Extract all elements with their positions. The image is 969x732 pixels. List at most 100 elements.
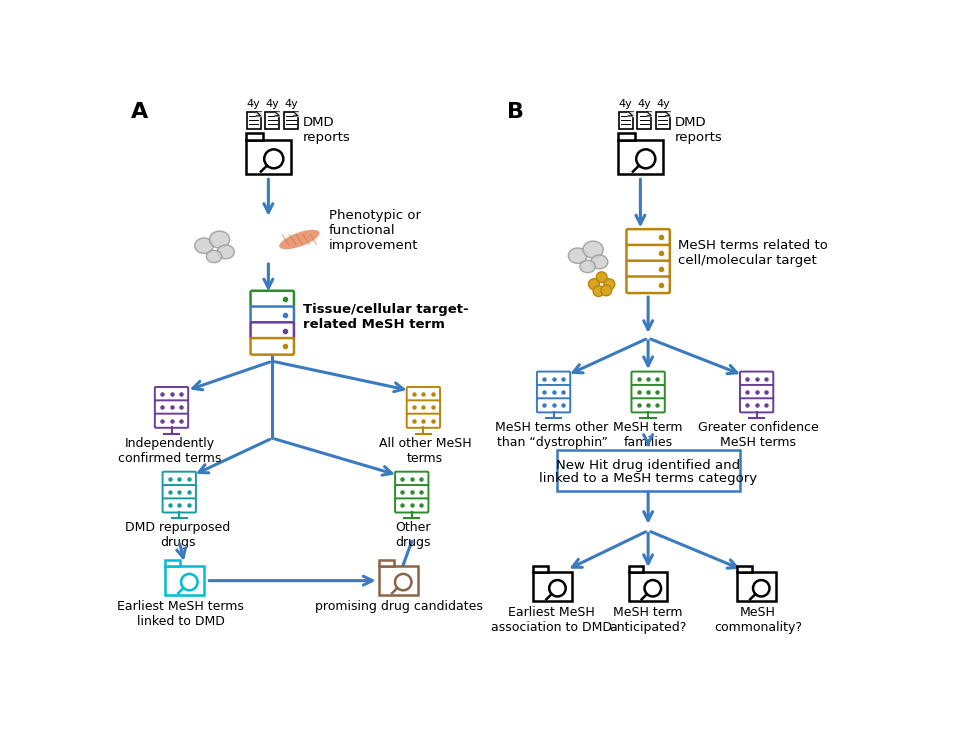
FancyBboxPatch shape <box>626 229 670 246</box>
Text: 4y: 4y <box>247 99 261 108</box>
FancyBboxPatch shape <box>163 485 196 499</box>
FancyBboxPatch shape <box>155 414 188 427</box>
FancyBboxPatch shape <box>537 398 570 412</box>
Circle shape <box>588 279 599 290</box>
FancyBboxPatch shape <box>406 386 441 429</box>
FancyBboxPatch shape <box>407 400 440 414</box>
Polygon shape <box>629 112 633 116</box>
Text: Tissue/cellular target-
related MeSH term: Tissue/cellular target- related MeSH ter… <box>303 303 469 332</box>
Text: New Hit drug identified and: New Hit drug identified and <box>556 460 740 472</box>
Polygon shape <box>294 112 297 116</box>
Text: linked to a MeSH terms category: linked to a MeSH terms category <box>539 471 757 485</box>
FancyBboxPatch shape <box>626 245 670 261</box>
FancyBboxPatch shape <box>395 498 428 512</box>
FancyBboxPatch shape <box>740 372 773 386</box>
FancyBboxPatch shape <box>251 307 294 323</box>
FancyBboxPatch shape <box>251 322 294 339</box>
Circle shape <box>604 279 614 290</box>
Text: 4y: 4y <box>619 99 633 108</box>
Circle shape <box>593 285 604 296</box>
Text: DMD repurposed
drugs: DMD repurposed drugs <box>125 521 231 549</box>
FancyBboxPatch shape <box>394 471 429 514</box>
FancyBboxPatch shape <box>537 372 570 386</box>
FancyBboxPatch shape <box>626 261 670 277</box>
FancyBboxPatch shape <box>656 112 670 129</box>
Text: DMD
reports: DMD reports <box>303 116 351 144</box>
Ellipse shape <box>583 241 603 258</box>
Text: MeSH
commonality?: MeSH commonality? <box>714 606 802 634</box>
FancyBboxPatch shape <box>740 398 773 412</box>
Text: Greater confidence
MeSH terms: Greater confidence MeSH terms <box>698 421 819 449</box>
FancyBboxPatch shape <box>638 112 651 129</box>
Text: MeSH terms other
than “dystrophin”: MeSH terms other than “dystrophin” <box>495 421 609 449</box>
FancyBboxPatch shape <box>379 566 418 595</box>
FancyBboxPatch shape <box>618 141 663 174</box>
FancyBboxPatch shape <box>632 398 665 412</box>
FancyBboxPatch shape <box>251 291 294 307</box>
Ellipse shape <box>279 230 320 250</box>
Text: Earliest MeSH terms
linked to DMD: Earliest MeSH terms linked to DMD <box>117 600 244 628</box>
Text: 4y: 4y <box>638 99 651 108</box>
Circle shape <box>596 272 607 283</box>
FancyBboxPatch shape <box>533 567 548 572</box>
Ellipse shape <box>206 250 222 263</box>
Text: Phenotypic or
functional
improvement: Phenotypic or functional improvement <box>328 209 421 252</box>
Text: MeSH term
families: MeSH term families <box>613 421 683 449</box>
Text: Other
drugs: Other drugs <box>395 521 431 549</box>
Text: Earliest MeSH
association to DMD: Earliest MeSH association to DMD <box>490 606 611 634</box>
Polygon shape <box>647 112 651 116</box>
FancyBboxPatch shape <box>739 370 773 414</box>
Ellipse shape <box>217 245 234 259</box>
Circle shape <box>601 285 611 296</box>
Text: 4y: 4y <box>656 99 670 108</box>
FancyBboxPatch shape <box>154 386 189 429</box>
Ellipse shape <box>195 238 213 253</box>
Ellipse shape <box>209 231 230 248</box>
Text: MeSH term
anticipated?: MeSH term anticipated? <box>610 606 687 634</box>
FancyBboxPatch shape <box>379 560 394 566</box>
FancyBboxPatch shape <box>737 567 752 572</box>
FancyBboxPatch shape <box>631 370 665 414</box>
FancyBboxPatch shape <box>162 471 197 514</box>
Text: B: B <box>507 102 524 122</box>
Text: A: A <box>131 102 147 122</box>
FancyBboxPatch shape <box>166 560 180 566</box>
FancyBboxPatch shape <box>250 289 295 356</box>
Polygon shape <box>666 112 670 116</box>
FancyBboxPatch shape <box>537 385 570 399</box>
FancyBboxPatch shape <box>166 566 204 595</box>
FancyBboxPatch shape <box>618 112 633 129</box>
FancyBboxPatch shape <box>246 133 263 141</box>
FancyBboxPatch shape <box>629 572 668 602</box>
Text: promising drug candidates: promising drug candidates <box>315 600 483 613</box>
FancyBboxPatch shape <box>251 338 294 354</box>
FancyBboxPatch shape <box>395 471 428 486</box>
FancyBboxPatch shape <box>618 133 635 141</box>
FancyBboxPatch shape <box>556 449 739 491</box>
FancyBboxPatch shape <box>533 572 572 602</box>
Text: MeSH terms related to
cell/molecular target: MeSH terms related to cell/molecular tar… <box>677 239 828 267</box>
Text: DMD
reports: DMD reports <box>675 116 723 144</box>
FancyBboxPatch shape <box>740 385 773 399</box>
FancyBboxPatch shape <box>407 387 440 401</box>
Text: All other MeSH
terms: All other MeSH terms <box>379 437 471 465</box>
FancyBboxPatch shape <box>632 372 665 386</box>
FancyBboxPatch shape <box>163 471 196 486</box>
Ellipse shape <box>591 255 608 269</box>
Polygon shape <box>257 112 261 116</box>
FancyBboxPatch shape <box>266 112 279 129</box>
FancyBboxPatch shape <box>155 400 188 414</box>
Text: 4y: 4y <box>266 99 279 108</box>
FancyBboxPatch shape <box>163 498 196 512</box>
FancyBboxPatch shape <box>629 567 643 572</box>
FancyBboxPatch shape <box>632 385 665 399</box>
FancyBboxPatch shape <box>284 112 297 129</box>
Polygon shape <box>275 112 279 116</box>
Text: 4y: 4y <box>284 99 297 108</box>
FancyBboxPatch shape <box>626 277 670 293</box>
FancyBboxPatch shape <box>626 227 671 295</box>
FancyBboxPatch shape <box>737 572 776 602</box>
Text: Independently
confirmed terms: Independently confirmed terms <box>118 437 222 465</box>
Ellipse shape <box>579 261 595 272</box>
FancyBboxPatch shape <box>537 370 571 414</box>
